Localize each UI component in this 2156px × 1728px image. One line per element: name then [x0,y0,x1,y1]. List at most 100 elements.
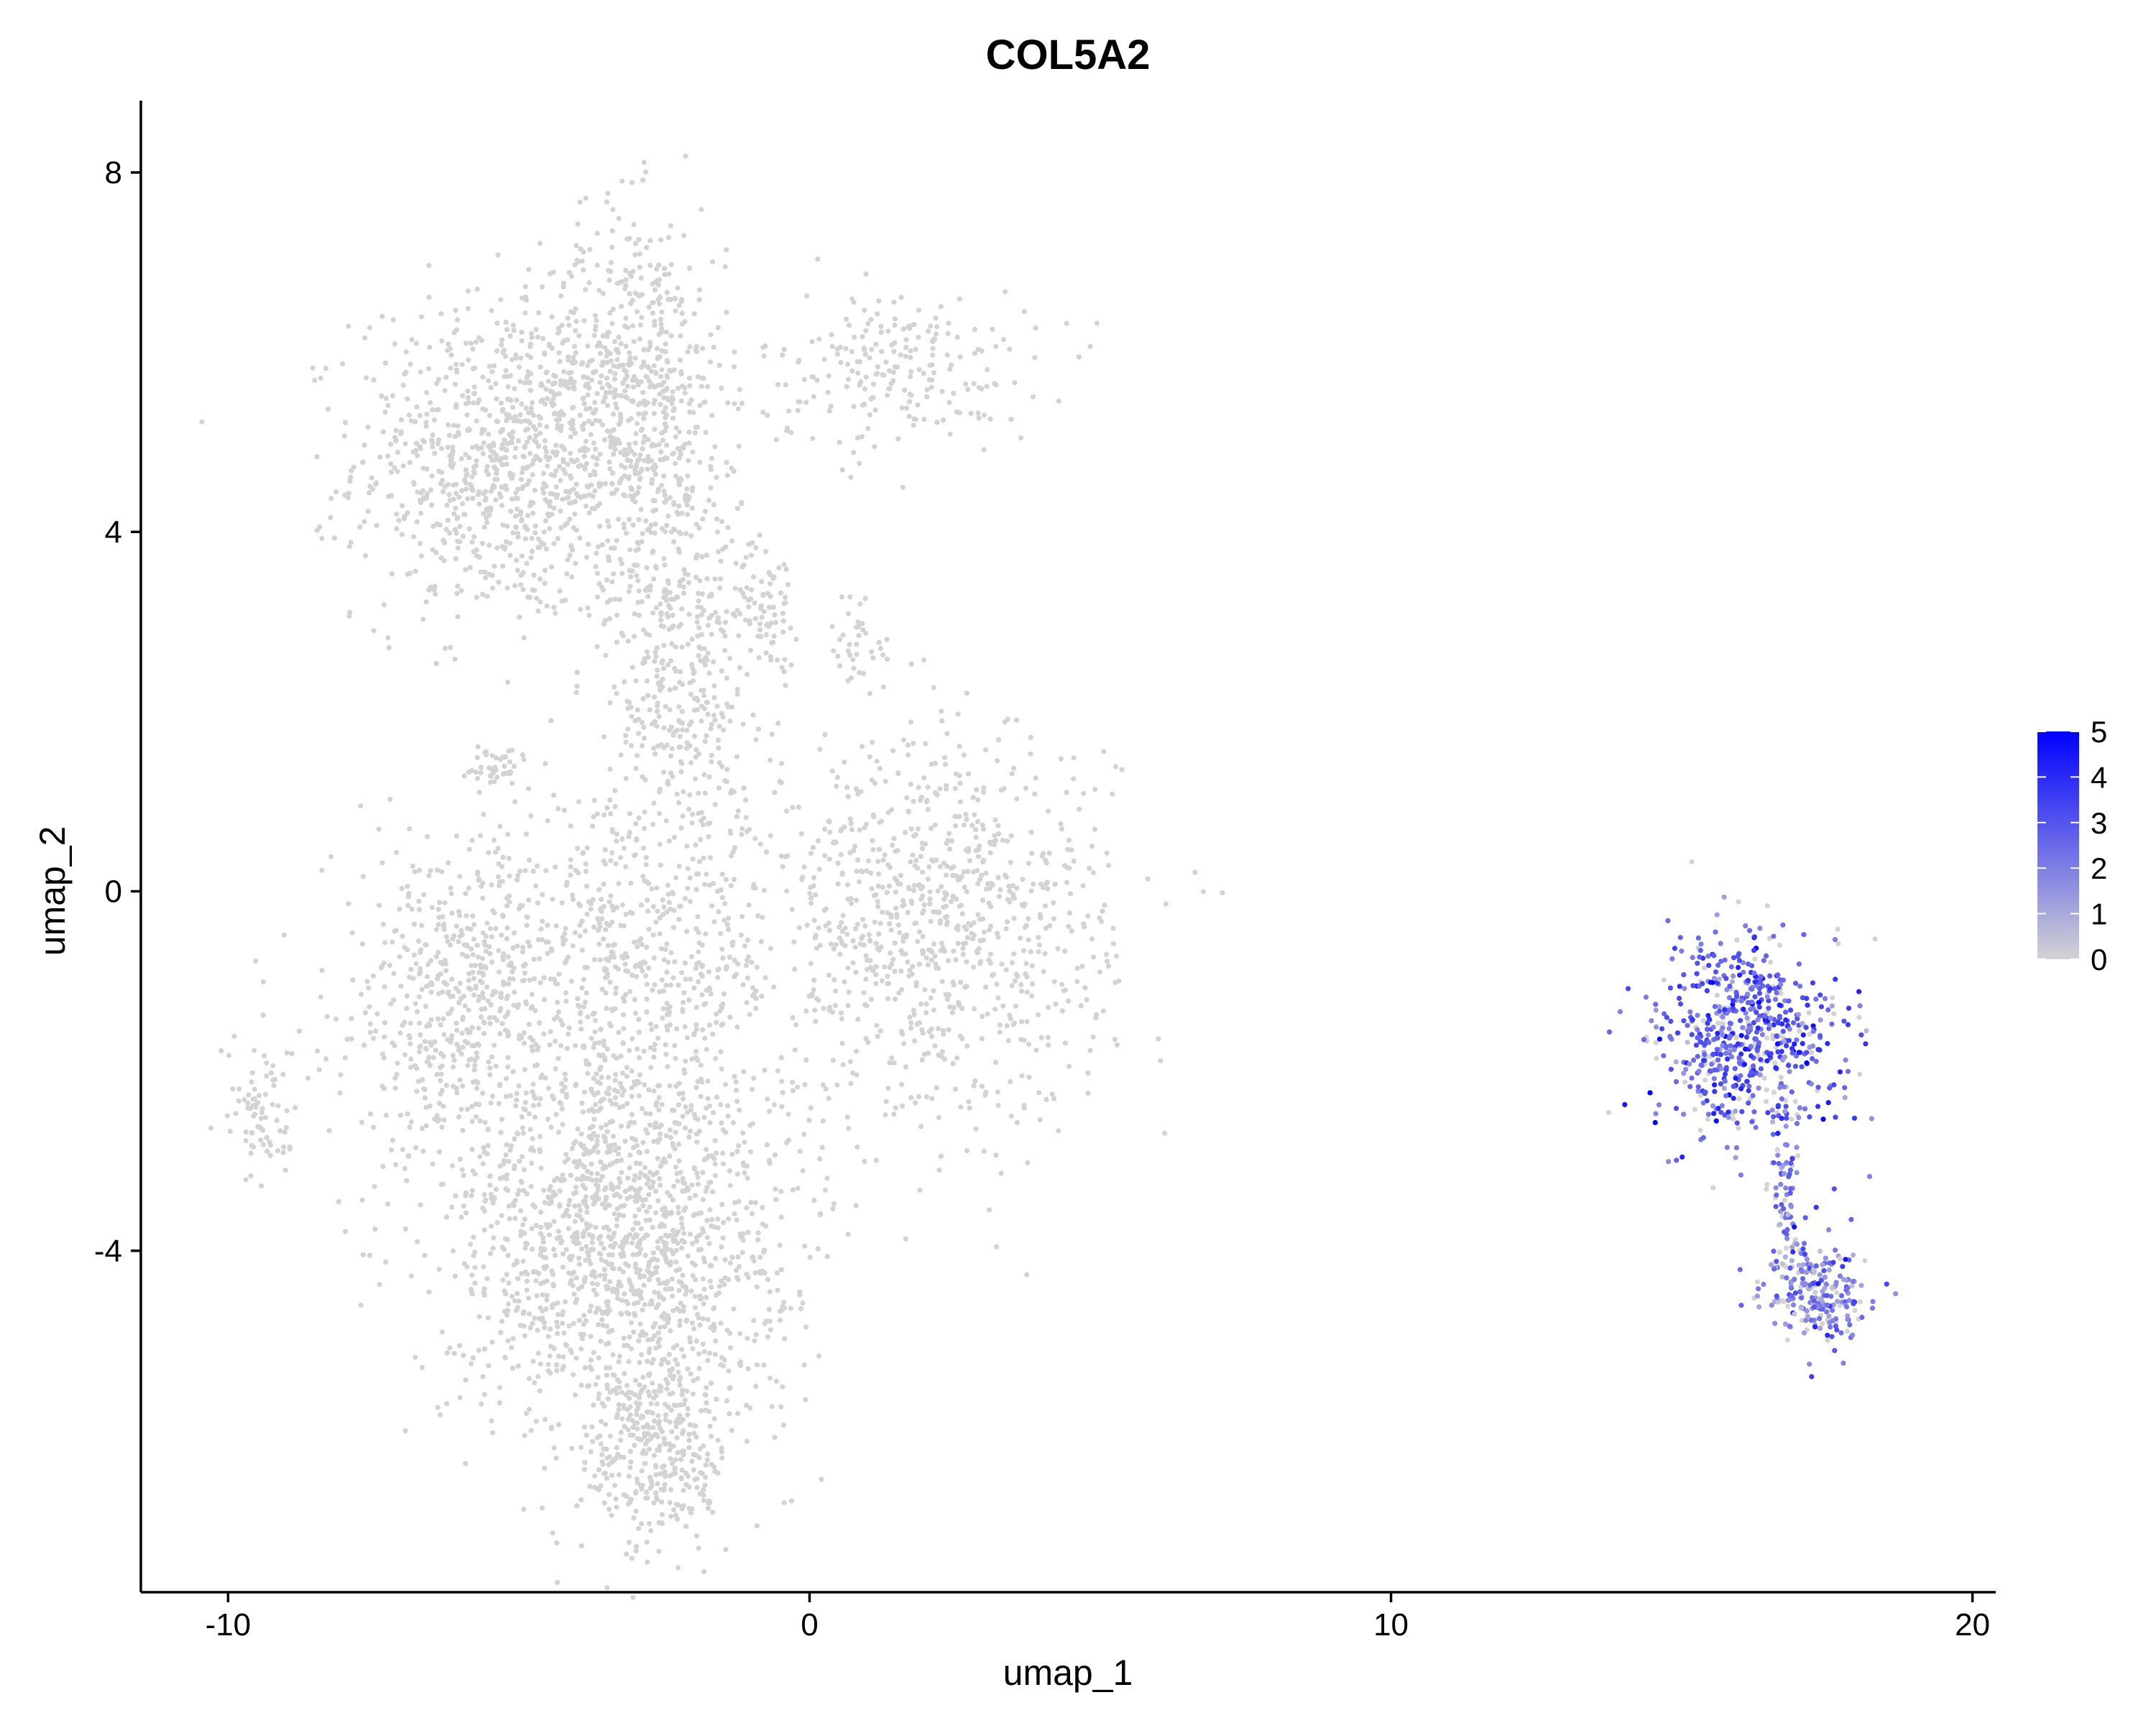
cell-point [832,1002,839,1009]
cell-point [933,315,939,321]
cell-point [426,873,432,879]
cell-point [582,999,589,1005]
cell-point [780,864,786,869]
cell-point [314,454,320,460]
cell-point [772,1152,778,1158]
cell-point [699,703,704,709]
cell-point [678,299,684,305]
cell-point [1011,951,1017,957]
cell-point [966,920,972,926]
cell-point [854,869,860,874]
cell-point [781,1299,787,1305]
cell-point [1036,1012,1041,1017]
cell-point [514,397,520,403]
cell-point [511,1002,517,1008]
cell-point [715,737,722,743]
cell-point [382,940,388,946]
cell-point [845,376,851,382]
cell-point [655,1239,660,1244]
cell-point [489,959,495,965]
cell-point [714,1020,719,1025]
cell-point [420,616,426,622]
cell-point [670,397,676,402]
cell-point [604,402,611,408]
cell-point [564,520,570,527]
cell-point [712,1055,719,1061]
cell-point [430,432,436,438]
cell-point [469,946,474,952]
cell-point [880,652,886,658]
cell-point [705,821,711,827]
cell-point [863,630,869,636]
cell-point [583,1318,589,1324]
cell-point [614,1216,620,1222]
cell-point [939,718,945,724]
cell-point [870,382,876,387]
cell-point [658,1183,663,1188]
cell-point [598,1027,604,1032]
cell-point [579,1026,584,1032]
cell-point [744,585,750,591]
cell-point [646,1087,652,1093]
cell-point [446,422,451,428]
cell-point [698,604,704,610]
cell-point [632,718,638,724]
cell-point [505,679,511,685]
cell-point [573,350,579,356]
cell-point [448,462,453,468]
cell-point [1069,928,1074,934]
cell-point [1032,791,1038,797]
cell-point [495,874,502,879]
cell-point [877,820,883,826]
cell-point [929,957,934,963]
cell-point [697,578,703,583]
cell-point [602,481,608,486]
cell-point [724,779,729,785]
cell-point [520,978,525,984]
cell-point [684,727,690,734]
cell-point [638,275,644,281]
cell-point [644,1209,650,1214]
cell-point [541,490,547,496]
cell-point [617,440,622,446]
cell-point [507,899,512,905]
cell-point [405,396,410,402]
cell-point [678,451,683,457]
cell-point [603,1122,609,1128]
cell-point [596,1108,602,1114]
cell-point [830,1206,836,1211]
cell-point [1011,765,1017,771]
cell-point [432,451,438,456]
cell-point [845,361,851,367]
cell-point [517,902,523,908]
cell-point [843,346,849,351]
cell-point [913,920,919,926]
cell-point [717,724,722,729]
cell-point [453,361,459,367]
cell-point [735,1143,742,1149]
cell-point [607,700,613,706]
cell-point [826,856,832,862]
cell-point [410,976,416,981]
cell-point [706,833,711,840]
cell-point [512,799,518,805]
cell-point [729,787,734,793]
cell-point [876,639,882,645]
cell-point [592,488,598,494]
cell-point [628,463,634,469]
cell-point [911,887,916,893]
cell-point [691,733,698,739]
cell-point [762,1067,768,1073]
cell-point [829,332,834,338]
cell-point [867,355,872,361]
cell-point [990,971,996,977]
cell-point [497,1385,503,1390]
cell-point [357,525,363,530]
cell-point [839,467,845,473]
cell-point [561,1354,566,1359]
cell-point [418,369,423,375]
cell-point [676,1102,681,1108]
cell-point [811,883,816,889]
cell-point [616,1402,622,1408]
